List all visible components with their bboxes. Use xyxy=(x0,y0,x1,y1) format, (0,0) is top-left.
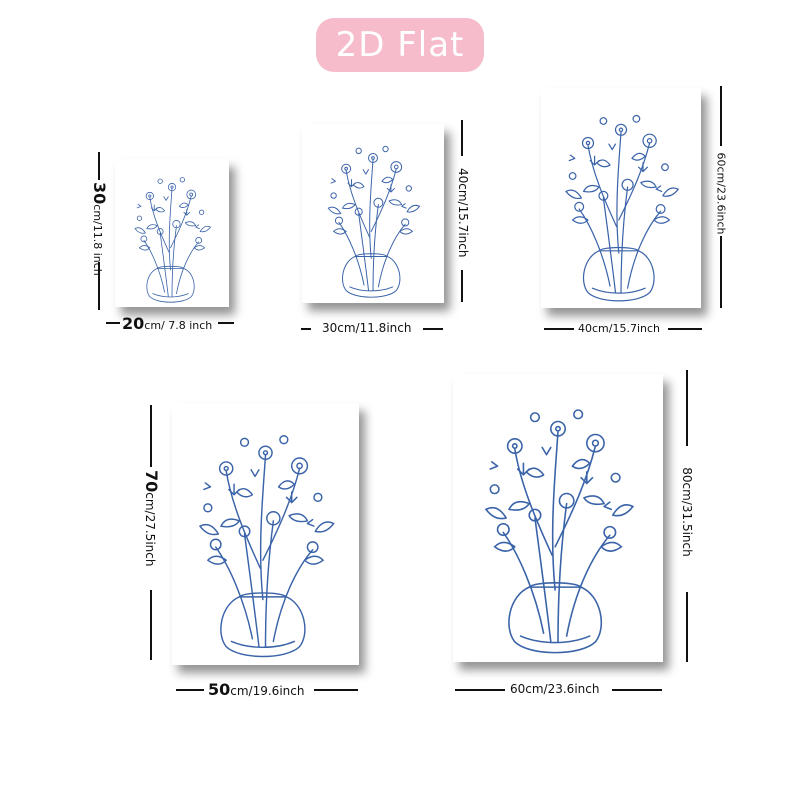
height-line-60x80-top xyxy=(686,370,688,446)
height-line-20x30-bottom xyxy=(98,262,100,310)
flower-vase-icon xyxy=(565,114,679,302)
height-label-60x80: 80cm/31.5inch xyxy=(680,467,694,557)
width-label-50x70: 50cm/19.6inch xyxy=(208,680,305,699)
height-line-50x70-bottom xyxy=(150,590,152,660)
title-badge: 2D Flat xyxy=(316,18,484,72)
width-line-60x80-left xyxy=(455,689,505,691)
print-50x70 xyxy=(172,403,359,665)
width-line-50x70-left xyxy=(176,689,204,691)
width-line-50x70-right xyxy=(314,689,358,691)
width-line-40x60-left xyxy=(544,328,574,330)
print-20x30 xyxy=(115,159,229,307)
print-60x80 xyxy=(453,374,663,662)
height-line-50x70-top xyxy=(150,405,152,467)
width-line-30x40-left xyxy=(301,328,311,330)
width-label-30x40: 30cm/11.8inch xyxy=(322,321,412,335)
height-line-40x60-top xyxy=(720,86,722,146)
print-40x60 xyxy=(541,88,701,308)
width-line-20x30-right xyxy=(218,322,234,324)
width-line-40x60-right xyxy=(668,328,702,330)
height-label-20x30: 30cm/11.8 inch xyxy=(90,182,109,276)
print-30x40 xyxy=(302,124,444,303)
width-label-40x60: 40cm/15.7inch xyxy=(578,322,661,335)
flower-vase-icon xyxy=(199,435,335,658)
flower-vase-icon xyxy=(485,409,634,654)
width-line-60x80-right xyxy=(612,689,662,691)
height-line-30x40-top xyxy=(461,120,463,156)
flower-vase-icon xyxy=(327,145,421,298)
height-label-50x70: 70cm/27.5inch xyxy=(142,470,161,567)
width-line-20x30-left xyxy=(106,322,120,324)
height-line-40x60-bottom xyxy=(720,236,722,308)
height-line-30x40-bottom xyxy=(461,270,463,302)
height-label-40x60: 60cm/23.6inch xyxy=(714,152,728,235)
width-label-20x30: 20cm/ 7.8 inch xyxy=(122,314,213,333)
width-line-30x40-right xyxy=(423,328,443,330)
flower-vase-icon xyxy=(134,177,211,303)
width-label-60x80: 60cm/23.6inch xyxy=(510,682,600,696)
height-line-60x80-bottom xyxy=(686,592,688,662)
height-label-30x40: 40cm/15.7inch xyxy=(456,168,470,258)
height-line-20x30 xyxy=(98,152,100,180)
